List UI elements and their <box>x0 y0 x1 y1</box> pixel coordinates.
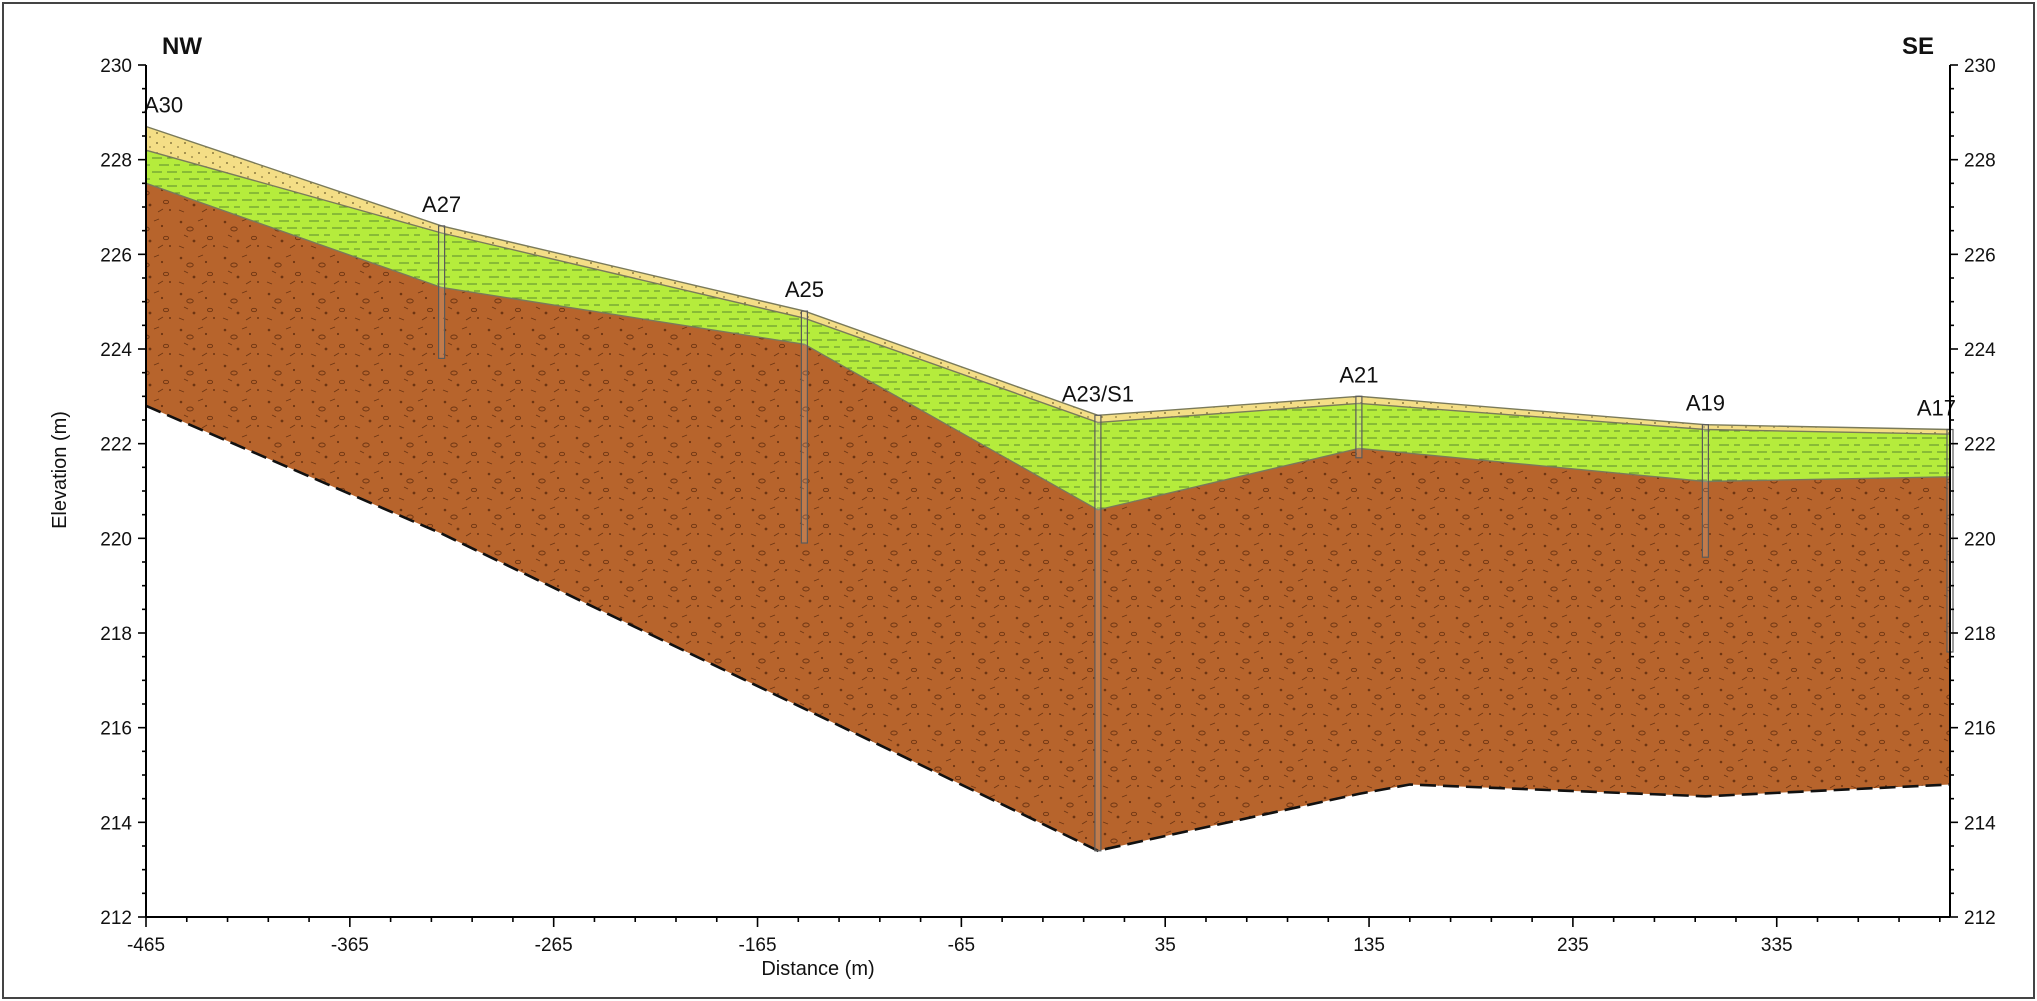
borehole-label: A27 <box>422 192 461 217</box>
x-tick-label: -465 <box>127 935 165 956</box>
x-axis-title: Distance (m) <box>761 958 874 980</box>
borehole-2 <box>801 311 807 543</box>
y-tick-label-right: 220 <box>1964 529 1996 550</box>
x-tick-label: -365 <box>331 935 369 956</box>
y-tick-label-left: 230 <box>100 56 132 77</box>
y-axis-title: Elevation (m) <box>49 411 71 529</box>
y-tick-label-right: 214 <box>1964 813 1996 834</box>
geologic-layers <box>146 127 1950 851</box>
y-tick-label-right: 222 <box>1964 435 1996 456</box>
borehole-5 <box>1702 425 1708 558</box>
y-tick-label-right: 216 <box>1964 719 1996 740</box>
borehole-label: A25 <box>785 277 824 302</box>
borehole-label: A21 <box>1339 362 1378 387</box>
orientation-left-label: NW <box>162 33 202 60</box>
borehole-label: A30 <box>144 93 183 118</box>
y-tick-label-left: 214 <box>100 813 132 834</box>
borehole-4 <box>1356 396 1362 458</box>
y-tick-label-left: 218 <box>100 624 132 645</box>
x-tick-label: 235 <box>1557 935 1589 956</box>
y-tick-label-left: 222 <box>100 435 132 456</box>
y-tick-label-left: 216 <box>100 719 132 740</box>
y-tick-label-left: 224 <box>100 340 132 361</box>
x-tick-label: 35 <box>1155 935 1176 956</box>
y-tick-label-left: 220 <box>100 529 132 550</box>
x-tick-label: -265 <box>535 935 573 956</box>
borehole-label: A19 <box>1686 391 1725 416</box>
y-tick-label-right: 226 <box>1964 245 1996 266</box>
y-tick-label-left: 228 <box>100 151 132 172</box>
y-tick-label-right: 218 <box>1964 624 1996 645</box>
y-tick-label-left: 212 <box>100 908 132 929</box>
borehole-1 <box>439 226 445 359</box>
y-tick-label-right: 224 <box>1964 340 1996 361</box>
orientation-right-label: SE <box>1902 33 1934 60</box>
x-tick-label: 135 <box>1353 935 1385 956</box>
till-layer <box>146 183 1950 850</box>
y-tick-label-left: 226 <box>100 245 132 266</box>
y-tick-label-right: 212 <box>1964 908 1996 929</box>
x-tick-label: -165 <box>739 935 777 956</box>
y-tick-label-right: 230 <box>1964 56 1996 77</box>
x-tick-label: 335 <box>1761 935 1793 956</box>
borehole-label: A23/S1 <box>1062 381 1134 406</box>
x-tick-label: -65 <box>948 935 975 956</box>
borehole-3 <box>1095 415 1101 851</box>
y-tick-label-right: 228 <box>1964 151 1996 172</box>
